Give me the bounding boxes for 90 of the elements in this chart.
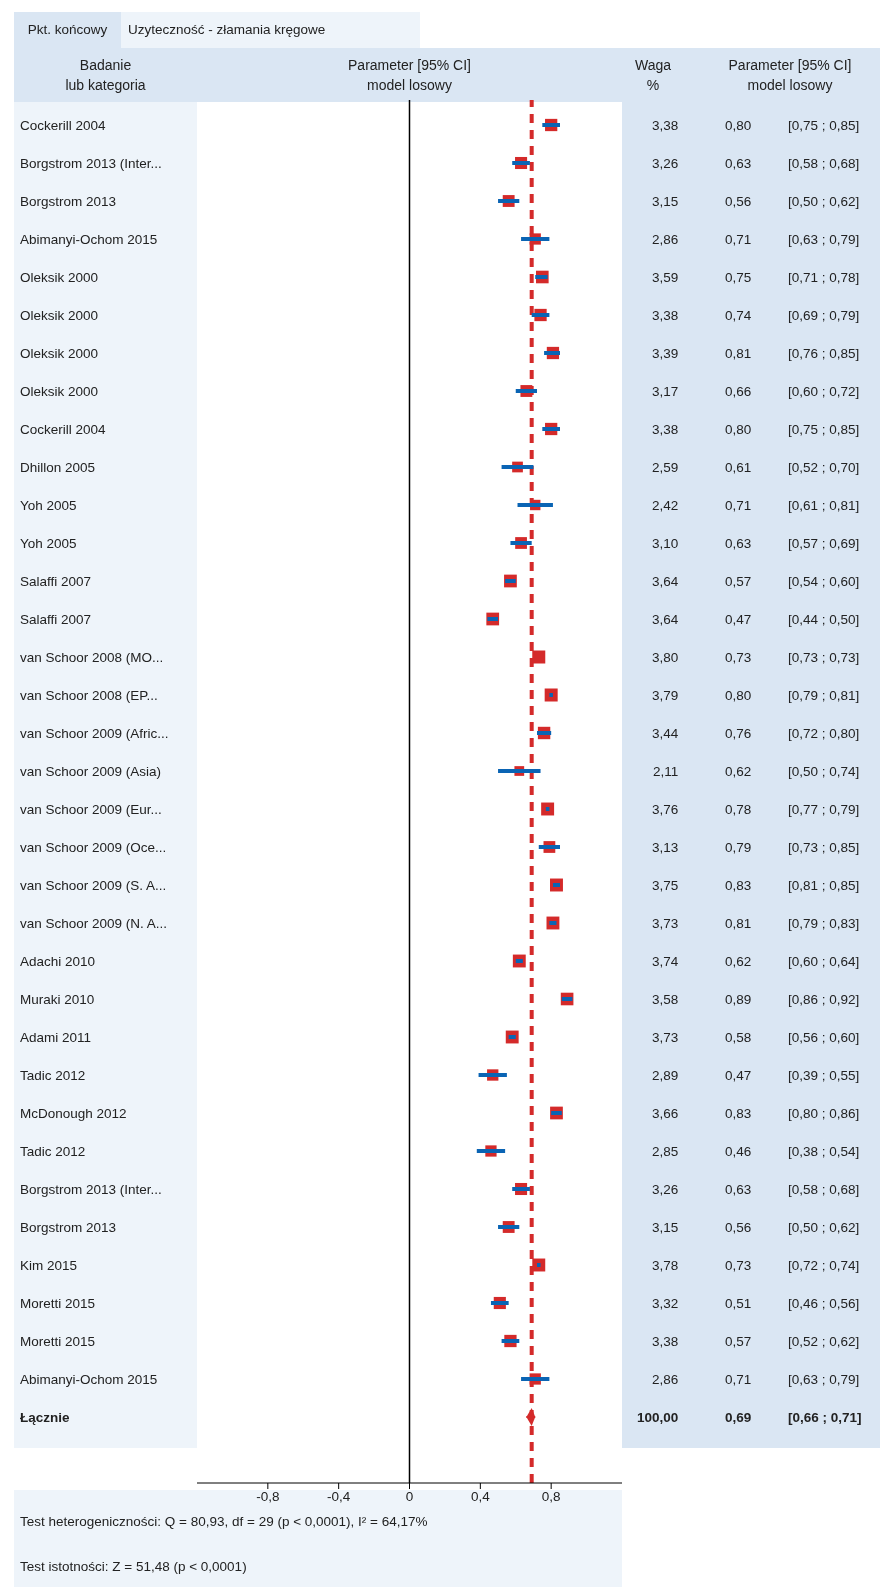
text: 2,89 0,47 [0,39 ; 0,55] <box>651 1068 860 1083</box>
point <box>532 650 546 664</box>
text: Parameter [95% CI] <box>728 57 852 73</box>
y-tick-label: Łącznie <box>20 1410 71 1425</box>
text: 3,66 0,83 [0,80 ; 0,86] <box>651 1106 860 1121</box>
text: 3,80 0,73 [0,73 ; 0,73] <box>651 650 860 665</box>
text: model losowy <box>367 77 452 93</box>
y-tick-label: Dhillon 2005 <box>20 460 96 475</box>
text: 3,38 0,80 [0,75 ; 0,85] <box>651 118 860 133</box>
text: 3,17 0,66 [0,60 ; 0,72] <box>651 384 860 399</box>
y-tick-label: McDonough 2012 <box>20 1106 127 1121</box>
text: 3,78 0,73 [0,72 ; 0,74] <box>651 1258 860 1273</box>
y-tick-label: Kim 2015 <box>20 1258 78 1273</box>
text: model losowy <box>747 77 833 93</box>
text: 3,74 0,62 [0,60 ; 0,64] <box>651 954 860 969</box>
y-tick-label: van Schoor 2008 (EP... <box>20 688 158 703</box>
y-tick-label: Abimanyi-Ochom 2015 <box>20 1372 158 1387</box>
text: 2,42 0,71 [0,61 ; 0,81] <box>651 498 860 513</box>
y-tick-label: Oleksik 2000 <box>20 346 99 361</box>
y-tick-label: Moretti 2015 <box>20 1334 96 1349</box>
text: Test istotności: Z = 51,48 (p < 0,0001) <box>20 1558 247 1576</box>
text: 3,64 0,47 [0,44 ; 0,50] <box>651 612 860 627</box>
text: 3,58 0,89 [0,86 ; 0,92] <box>651 992 860 1007</box>
y-tick-label: Salaffi 2007 <box>20 612 92 627</box>
text: 3,44 0,76 [0,72 ; 0,80] <box>651 726 860 741</box>
y-tick-label: Oleksik 2000 <box>20 270 99 285</box>
y-tick-label: van Schoor 2009 (Asia) <box>20 764 162 779</box>
y-tick-label: Cockerill 2004 <box>20 422 107 437</box>
y-tick-label: Yoh 2005 <box>20 536 77 551</box>
text: 2,11 0,62 [0,50 ; 0,74] <box>652 764 860 779</box>
text: 3,13 0,79 [0,73 ; 0,85] <box>651 840 860 855</box>
y-tick-label: van Schoor 2009 (Eur... <box>20 802 162 817</box>
point <box>544 688 558 702</box>
x-tick-label: 0,8 <box>541 1488 561 1504</box>
text: Pkt. końcowy <box>26 21 109 39</box>
text: 3,38 0,57 [0,52 ; 0,62] <box>651 1334 860 1349</box>
y-tick-label: van Schoor 2009 (Afric... <box>20 726 169 741</box>
text: 2,85 0,46 [0,38 ; 0,54] <box>651 1144 860 1159</box>
text: 3,64 0,57 [0,54 ; 0,60] <box>651 574 860 589</box>
text: 2,86 0,71 [0,63 ; 0,79] <box>651 232 860 247</box>
y-tick-label: Moretti 2015 <box>20 1296 96 1311</box>
y-tick-label: Borgstrom 2013 <box>20 1220 117 1235</box>
y-tick-label: van Schoor 2009 (Oce... <box>20 840 167 855</box>
text: 3,26 0,63 [0,58 ; 0,68] <box>651 1182 860 1197</box>
text: 3,15 0,56 [0,50 ; 0,62] <box>651 1220 860 1235</box>
y-tick-label: Borgstrom 2013 (Inter... <box>20 1182 162 1197</box>
y-tick-label: van Schoor 2009 (S. A... <box>20 878 167 893</box>
text: 3,38 0,80 [0,75 ; 0,85] <box>651 422 860 437</box>
y-tick-label: Tadic 2012 <box>20 1144 86 1159</box>
text: Waga <box>634 57 672 73</box>
x-tick-label: -0,8 <box>256 1488 280 1504</box>
y-tick-label: Salaffi 2007 <box>20 574 92 589</box>
x-tick-label: 0,4 <box>470 1488 491 1504</box>
text: 3,32 0,51 [0,46 ; 0,56] <box>651 1296 860 1311</box>
text: 3,75 0,83 [0,81 ; 0,85] <box>651 878 860 893</box>
y-tick-label: Borgstrom 2013 <box>20 194 117 209</box>
text: 3,26 0,63 [0,58 ; 0,68] <box>651 156 860 171</box>
text: 3,15 0,56 [0,50 ; 0,62] <box>651 194 860 209</box>
y-tick-label: Muraki 2010 <box>20 992 95 1007</box>
x-tick-label: -0,4 <box>327 1488 351 1504</box>
text: lub kategoria <box>65 77 146 93</box>
y-tick-label: Cockerill 2004 <box>20 118 107 133</box>
y-tick-label: Adachi 2010 <box>20 954 96 969</box>
y-tick-label: Borgstrom 2013 (Inter... <box>20 156 162 171</box>
y-tick-label: Oleksik 2000 <box>20 308 99 323</box>
x-tick-label: 0 <box>405 1488 414 1504</box>
text: 2,59 0,61 [0,52 ; 0,70] <box>651 460 860 475</box>
text: 3,38 0,74 [0,69 ; 0,79] <box>651 308 860 323</box>
y-tick-label: Abimanyi-Ochom 2015 <box>20 232 158 247</box>
text: 2,86 0,71 [0,63 ; 0,79] <box>651 1372 860 1387</box>
y-tick-label: van Schoor 2009 (N. A... <box>20 916 168 931</box>
text: Uzyteczność - złamania kręgowe <box>128 21 326 39</box>
text: 3,59 0,75 [0,71 ; 0,78] <box>651 270 860 285</box>
text: 3,10 0,63 [0,57 ; 0,69] <box>651 536 860 551</box>
text: 3,73 0,58 [0,56 ; 0,60] <box>651 1030 860 1045</box>
text: Badanie <box>79 57 132 73</box>
y-tick-label: Adami 2011 <box>20 1030 92 1045</box>
text: 3,79 0,80 [0,79 ; 0,81] <box>651 688 860 703</box>
text: % <box>646 77 660 93</box>
text: Test heterogeniczności: Q = 80,93, df = 29 (p < 0,0001), I² = 64,17% <box>20 1513 428 1531</box>
text: 3,73 0,81 [0,79 ; 0,83] <box>651 916 860 931</box>
point <box>541 802 555 816</box>
text: Parameter [95% CI] <box>348 57 471 73</box>
y-tick-label: Oleksik 2000 <box>20 384 99 399</box>
y-tick-label: Yoh 2005 <box>20 498 77 513</box>
text: 3,76 0,78 [0,77 ; 0,79] <box>651 802 860 817</box>
y-tick-label: Tadic 2012 <box>20 1068 86 1083</box>
y-tick-label: van Schoor 2008 (MO... <box>20 650 164 665</box>
text: 3,39 0,81 [0,76 ; 0,85] <box>651 346 860 361</box>
text: 100,00 0,69 [0,66 ; 0,71] <box>636 1410 862 1425</box>
